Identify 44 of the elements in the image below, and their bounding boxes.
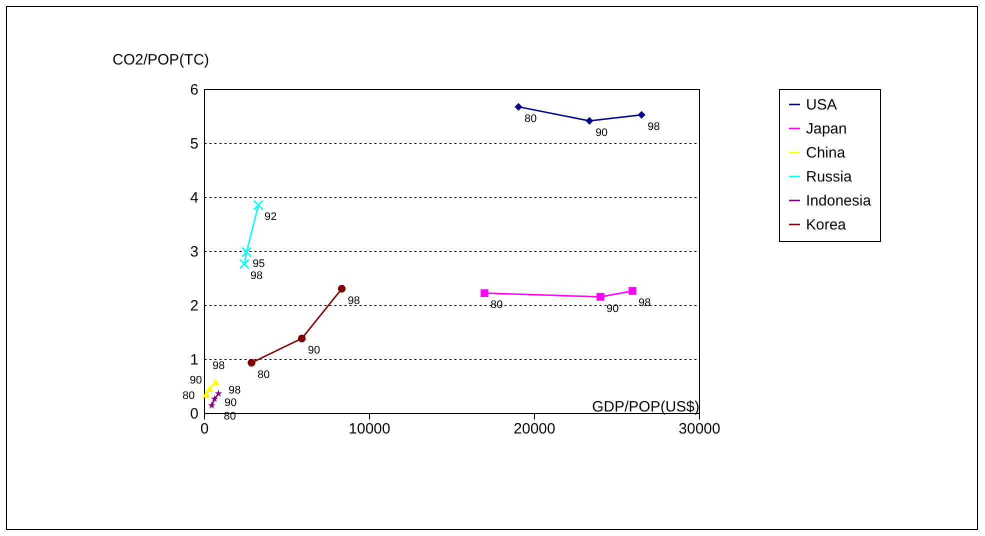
y-tick-label: 6	[190, 82, 198, 98]
x-tick-label: 10000	[348, 420, 390, 438]
point	[480, 289, 488, 297]
annotation: 80	[182, 390, 195, 402]
annotation: 90	[190, 374, 202, 387]
y-tick-label: 5	[190, 136, 198, 152]
x-tick-label: 20000	[514, 420, 556, 438]
point	[596, 293, 604, 301]
annotation: 98	[228, 384, 241, 397]
x-axis-title: GDP/POP(US$)	[592, 398, 700, 416]
annotation: 95	[252, 258, 265, 270]
legend-label: China	[806, 144, 846, 162]
annotation: 90	[224, 396, 237, 409]
legend-label: Korea	[806, 216, 847, 234]
annotation: 98	[212, 360, 225, 372]
point	[628, 287, 636, 295]
legend-label: Japan	[806, 120, 847, 138]
annotation: 98	[250, 270, 263, 282]
point	[208, 402, 216, 409]
legend-label: Russia	[806, 168, 853, 186]
y-axis-title: CO2/POP(TC)	[112, 52, 210, 68]
x-tick-label: 30000	[678, 420, 720, 438]
point	[241, 246, 252, 258]
point	[239, 258, 250, 270]
annotation: 90	[595, 126, 608, 139]
legend-label: Indonesia	[806, 192, 872, 210]
point	[338, 284, 346, 293]
annotation: 98	[348, 294, 360, 307]
annotation: 92	[264, 211, 277, 224]
annotation: 80	[524, 112, 537, 125]
y-tick-label: 1	[190, 352, 198, 368]
point	[248, 358, 256, 367]
legend-label: USA	[806, 96, 837, 114]
y-tick-label: 2	[190, 298, 198, 314]
annotation: 80	[258, 368, 270, 381]
point	[253, 200, 264, 210]
annotation: 90	[606, 302, 619, 315]
annotation: 98	[648, 120, 660, 133]
point	[514, 102, 522, 111]
y-tick-label: 3	[190, 244, 198, 260]
y-tick-label: 4	[190, 190, 198, 206]
annotation: 90	[308, 344, 320, 356]
point	[202, 390, 210, 398]
y-tick-label: 0	[190, 406, 198, 422]
